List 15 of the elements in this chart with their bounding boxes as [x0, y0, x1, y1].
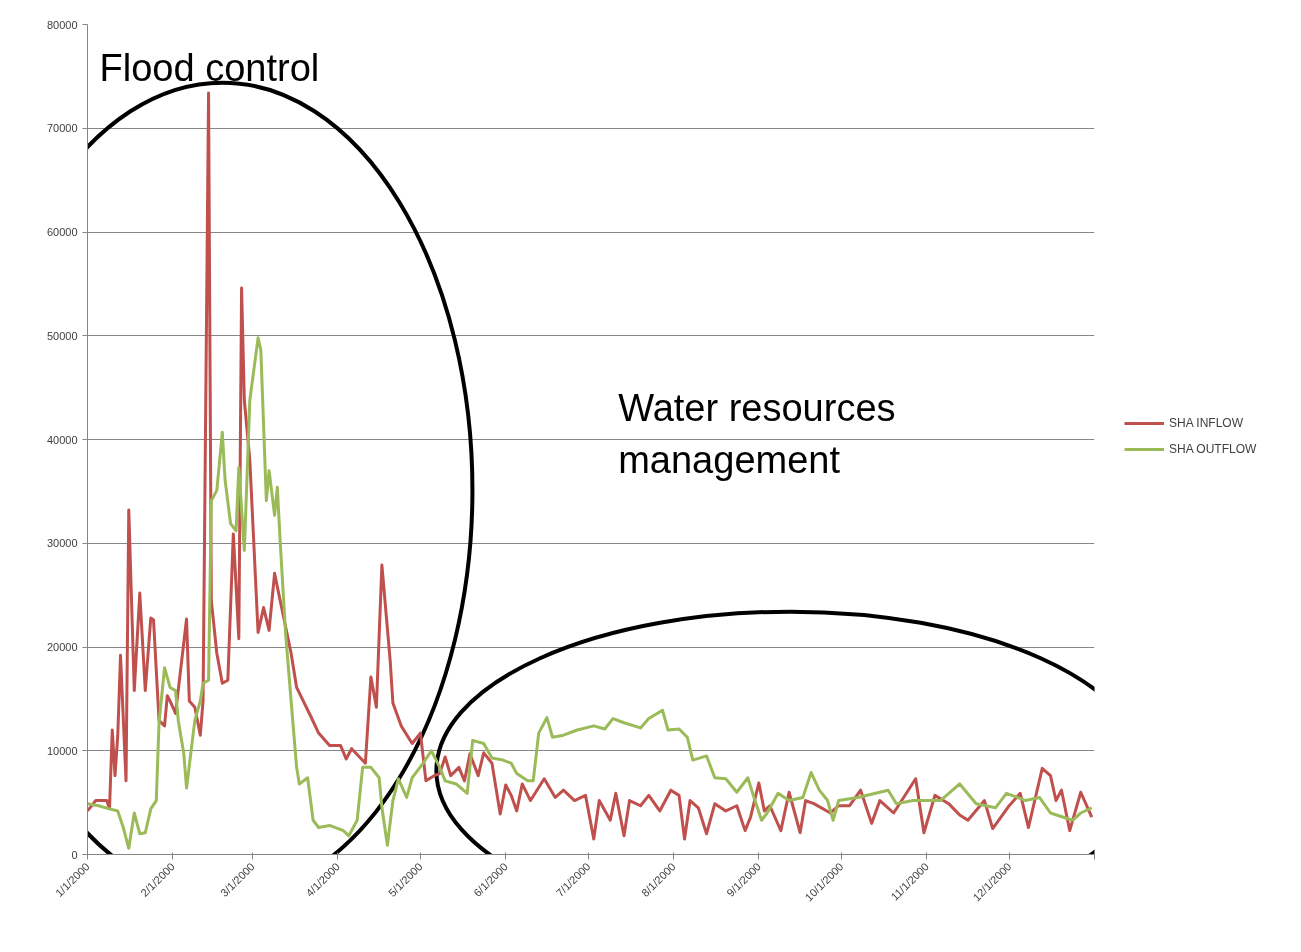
- y-tick-label: 70000: [46, 122, 78, 135]
- legend-label: SHA INFLOW: [1169, 416, 1244, 430]
- y-tick-label: 80000: [46, 18, 78, 31]
- annotation: Flood control: [99, 46, 320, 89]
- y-tick-label: 50000: [46, 329, 78, 342]
- y-tick-label: 10000: [46, 744, 78, 757]
- y-tick-label: 60000: [46, 226, 78, 238]
- y-tick-label: 40000: [46, 433, 78, 446]
- y-tick-label: 0: [71, 848, 78, 861]
- annotation: Water resources management: [618, 386, 896, 481]
- line-series: [87, 91, 1094, 841]
- legend-label: SHA OUTFLOW: [1169, 442, 1257, 456]
- line-series: [87, 336, 1094, 850]
- y-tick-label: 20000: [46, 641, 78, 653]
- y-tick-label: 30000: [46, 537, 78, 550]
